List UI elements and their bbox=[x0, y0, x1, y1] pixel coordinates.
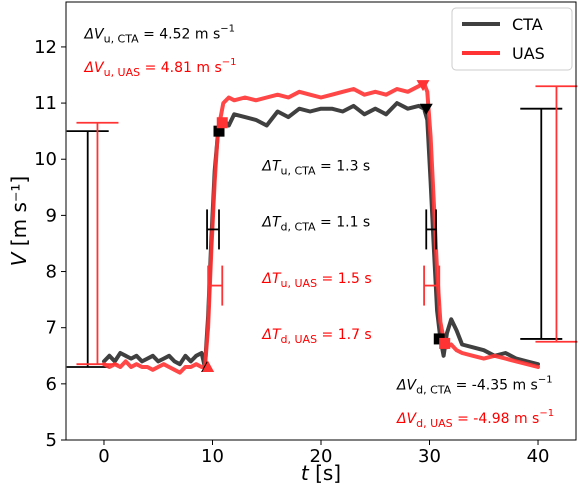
annotation-dv-u-cta: ΔVu, CTA = 4.52 m s−1 bbox=[83, 24, 235, 46]
y-tick-label: 11 bbox=[34, 93, 57, 114]
annotation-symbol: ΔV bbox=[83, 60, 105, 76]
annotation-subscript: u, UAS bbox=[104, 66, 141, 79]
annotation-symbol: ΔT bbox=[261, 327, 282, 343]
annotation-dt-d-uas: ΔTd, UAS = 1.7 s bbox=[261, 327, 371, 346]
x-tick-label: 30 bbox=[418, 446, 441, 467]
annotation-exponent: −1 bbox=[222, 57, 237, 68]
annotation-subscript: d, CTA bbox=[416, 383, 452, 396]
legend-label-cta: CTA bbox=[512, 15, 543, 34]
y-tick-label: 6 bbox=[46, 374, 57, 395]
y-tick-label: 7 bbox=[46, 318, 57, 339]
annotation-value: = -4.35 m s bbox=[451, 377, 538, 393]
annotation-subscript: d, UAS bbox=[416, 417, 453, 430]
annotation-symbol: ΔV bbox=[396, 411, 418, 427]
annotation-exponent: −1 bbox=[538, 374, 553, 385]
axes-layer: 0 10 20 30 40 5 6 7 8 9 10 11 12 bbox=[34, 37, 549, 467]
annotation-subscript: u, CTA bbox=[281, 164, 317, 177]
annotation-exponent: −1 bbox=[539, 408, 554, 419]
x-tick-label: 0 bbox=[98, 446, 109, 467]
annotation-value: = 4.52 m s bbox=[139, 27, 221, 43]
marker-cta-triangle-down bbox=[419, 103, 433, 115]
y-axis-label: V [m s⁻¹] bbox=[7, 176, 31, 267]
x-tick-label: 40 bbox=[527, 446, 550, 467]
x-axis-label: t [s] bbox=[301, 461, 341, 485]
annotation-value: = -4.98 m s bbox=[453, 411, 540, 427]
annotation-dt-u-cta: ΔTu, CTA = 1.3 s bbox=[261, 158, 370, 177]
y-tick-label: 12 bbox=[34, 37, 57, 58]
annotation-dt-d-cta: ΔTd, CTA = 1.1 s bbox=[261, 215, 370, 234]
y-tick-label: 9 bbox=[46, 205, 57, 226]
annotation-subscript: u, CTA bbox=[104, 33, 140, 46]
annotation-symbol: ΔV bbox=[83, 27, 105, 43]
annotation-value: = 1.5 s bbox=[317, 271, 372, 287]
annotation-value: = 4.81 m s bbox=[140, 60, 222, 76]
legend: CTA UAS bbox=[451, 7, 573, 71]
legend-label-uas: UAS bbox=[512, 44, 545, 63]
annotation-symbol: ΔT bbox=[261, 271, 282, 287]
annotation-dv-d-cta: ΔVd, CTA = -4.35 m s−1 bbox=[396, 374, 553, 396]
marker-uas-triangle-up bbox=[202, 361, 215, 372]
x-tick-label: 10 bbox=[201, 446, 224, 467]
annotation-dv-d-uas: ΔVd, UAS = -4.98 m s−1 bbox=[396, 408, 554, 430]
annotation-subscript: d, CTA bbox=[281, 221, 317, 234]
annotation-symbol: ΔT bbox=[261, 158, 282, 174]
annotation-value: = 1.7 s bbox=[317, 327, 372, 343]
marker-cta-square bbox=[213, 125, 225, 137]
annotation-exponent: −1 bbox=[220, 24, 235, 35]
y-tick-label: 8 bbox=[46, 262, 57, 283]
delta-v-bars-layer bbox=[66, 85, 578, 368]
annotation-symbol: ΔT bbox=[261, 215, 282, 231]
annotation-subscript: d, UAS bbox=[281, 333, 318, 346]
marker-uas-square bbox=[216, 117, 228, 129]
annotation-value: = 1.3 s bbox=[316, 158, 371, 174]
marker-uas-square bbox=[439, 337, 451, 349]
annotation-subscript: u, UAS bbox=[281, 277, 318, 290]
annotation-dv-u-uas: ΔVu, UAS = 4.81 m s−1 bbox=[83, 57, 236, 79]
y-tick-label: 10 bbox=[34, 149, 57, 170]
annotation-symbol: ΔV bbox=[396, 377, 418, 393]
y-tick-label: 5 bbox=[46, 430, 57, 451]
annotation-value: = 1.1 s bbox=[316, 215, 371, 231]
markers-layer bbox=[201, 80, 451, 372]
x-tick-label: 20 bbox=[310, 446, 333, 467]
marker-uas-triangle-down bbox=[416, 80, 430, 92]
annotation-dt-u-uas: ΔTu, UAS = 1.5 s bbox=[261, 271, 371, 290]
delta-t-bars-layer bbox=[206, 209, 441, 306]
